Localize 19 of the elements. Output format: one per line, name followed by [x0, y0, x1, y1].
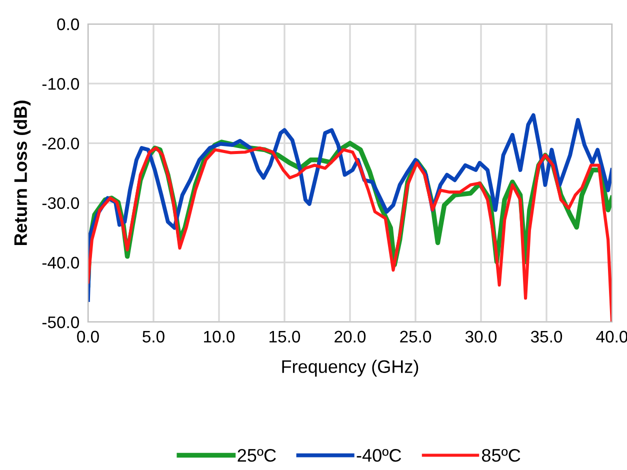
legend-label: 25ºC [238, 448, 276, 462]
x-tick-label: 15.0 [270, 330, 300, 343]
x-tick-label: 35.0 [530, 330, 562, 343]
y-tick-label: -20.0 [42, 138, 80, 150]
x-axis-title: Frequency (GHz) [282, 360, 418, 377]
legend-label: -40ºC [356, 448, 402, 462]
y-tick-label: -30.0 [42, 197, 80, 210]
x-tick-label: 0.0 [77, 330, 99, 343]
x-tick-label: 30.0 [465, 330, 497, 343]
y-tick-label: -40.0 [42, 256, 80, 269]
y-tick-label: -10.0 [42, 78, 80, 90]
legend-label: 85ºC [482, 448, 520, 462]
x-tick-label: 25.0 [400, 330, 432, 343]
y-tick-label: -50.0 [42, 316, 80, 328]
y-tick-label: 0.0 [57, 18, 80, 30]
x-tick-label: 10.0 [204, 330, 235, 343]
x-tick-label: 20.0 [334, 330, 366, 343]
y-axis-title: Return Loss (dB) [14, 100, 31, 246]
x-tick-label: 5.0 [142, 330, 164, 343]
